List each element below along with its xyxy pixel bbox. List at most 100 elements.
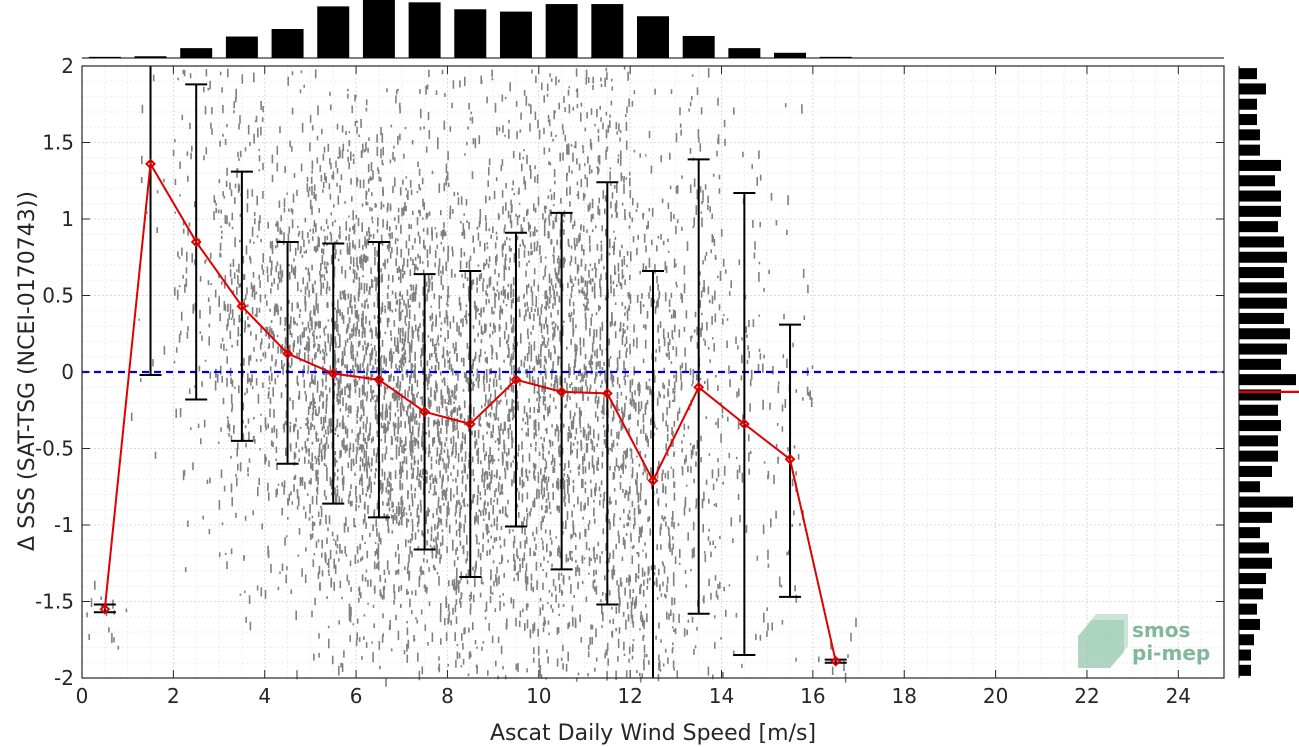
x-histogram-bar bbox=[545, 4, 578, 58]
y-axis-label: Δ SSS (SAT-TSG (NCEI-0170743)) bbox=[15, 191, 40, 551]
median-point bbox=[419, 406, 431, 418]
y-histogram-bar bbox=[1239, 374, 1296, 386]
y-histogram-bar bbox=[1239, 404, 1278, 416]
x-tick-label: 10 bbox=[526, 684, 551, 708]
x-histogram-bar bbox=[499, 11, 532, 59]
x-histogram-bar bbox=[774, 52, 807, 58]
y-tick-label: 1.5 bbox=[42, 131, 74, 155]
y-histogram-bar bbox=[1239, 68, 1257, 80]
median-point bbox=[784, 453, 796, 465]
x-tick-label: 0 bbox=[76, 684, 89, 708]
x-histogram-bar bbox=[728, 48, 761, 58]
median-point bbox=[556, 386, 568, 398]
y-histogram-bar bbox=[1239, 527, 1260, 539]
y-histogram-bar bbox=[1239, 618, 1260, 630]
x-histogram-bar bbox=[408, 2, 441, 59]
y-histogram-bar bbox=[1239, 649, 1251, 661]
y-histogram-bar bbox=[1239, 221, 1278, 233]
x-histogram-bar bbox=[362, 0, 395, 58]
median-point bbox=[99, 603, 111, 615]
x-tick-label: 2 bbox=[167, 684, 180, 708]
y-histogram-bar bbox=[1239, 98, 1257, 110]
y-histogram-bar bbox=[1239, 588, 1263, 600]
median-point bbox=[601, 388, 613, 399]
x-histogram-bar bbox=[225, 36, 258, 58]
x-tick-label: 18 bbox=[892, 684, 917, 708]
logo-line1: smos bbox=[1132, 618, 1190, 642]
y-tick-label: -2 bbox=[54, 666, 74, 690]
y-histogram-bar bbox=[1239, 573, 1266, 585]
scatter-points bbox=[86, 66, 857, 687]
x-tick-label: 12 bbox=[617, 684, 642, 708]
y-histogram-bar bbox=[1239, 435, 1278, 447]
y-histogram-bar bbox=[1239, 450, 1278, 462]
y-tick-label: 1 bbox=[61, 207, 74, 231]
median-point bbox=[510, 374, 522, 386]
median-series bbox=[99, 158, 842, 667]
x-histogram-bar bbox=[637, 16, 669, 59]
median-point bbox=[145, 158, 156, 170]
median-point bbox=[647, 475, 659, 487]
axis-ticks: 0 2 4 6 8 10 12 14 16 18 20 22 24-2-1.5-1-0.500.511.… bbox=[35, 54, 1224, 708]
y-histogram-bar bbox=[1239, 465, 1272, 477]
y-histogram-bar bbox=[1239, 267, 1284, 279]
y-histogram-bar bbox=[1239, 389, 1281, 401]
y-tick-label: 2 bbox=[61, 54, 74, 78]
median-point bbox=[830, 655, 842, 667]
y-histogram-bar bbox=[1239, 282, 1287, 294]
x-histogram-bar bbox=[317, 6, 350, 58]
y-tick-label: 0 bbox=[61, 360, 74, 384]
median-point bbox=[464, 418, 476, 430]
median-point bbox=[282, 348, 293, 360]
median-point bbox=[236, 300, 248, 312]
median-point bbox=[373, 374, 385, 386]
y-histogram-bar bbox=[1239, 603, 1257, 615]
y-histogram-bar bbox=[1239, 144, 1260, 156]
scatter-cloud bbox=[86, 66, 857, 687]
y-histogram-bar bbox=[1239, 159, 1281, 171]
y-tick-label: 0.5 bbox=[42, 284, 74, 308]
x-histogram-bar bbox=[591, 4, 624, 58]
smos-pimep-logo: smos pi-mep bbox=[1078, 614, 1210, 668]
y-histogram-bar bbox=[1239, 251, 1287, 263]
x-histogram-bar bbox=[271, 29, 304, 58]
y-histogram-bar bbox=[1239, 236, 1284, 248]
y-histogram bbox=[1238, 66, 1299, 678]
y-histogram-bar bbox=[1239, 511, 1272, 523]
x-tick-label: 8 bbox=[441, 684, 454, 708]
x-tick-label: 22 bbox=[1074, 684, 1099, 708]
x-tick-label: 24 bbox=[1166, 684, 1191, 708]
median-point bbox=[327, 368, 339, 379]
y-histogram-bar bbox=[1239, 190, 1281, 202]
x-tick-label: 16 bbox=[800, 684, 825, 708]
y-histogram-bar bbox=[1239, 114, 1257, 126]
y-histogram-bar bbox=[1239, 312, 1284, 324]
x-axis-label: Ascat Daily Wind Speed [m/s] bbox=[490, 721, 816, 746]
y-histogram-bar bbox=[1239, 297, 1287, 309]
median-point bbox=[190, 236, 202, 248]
y-histogram-bar bbox=[1239, 664, 1251, 676]
y-histogram-bar bbox=[1239, 328, 1290, 340]
y-histogram-bar bbox=[1239, 83, 1266, 95]
x-histogram-bar bbox=[134, 56, 167, 58]
x-histogram-bar bbox=[454, 9, 487, 59]
y-histogram-bar bbox=[1239, 496, 1293, 508]
y-histogram-bar bbox=[1239, 557, 1272, 569]
x-tick-label: 20 bbox=[983, 684, 1008, 708]
x-histogram-bar bbox=[88, 56, 121, 59]
y-tick-label: -1 bbox=[54, 513, 74, 537]
y-histogram-bar bbox=[1239, 420, 1281, 432]
y-histogram-bar bbox=[1239, 634, 1254, 646]
y-histogram-bar bbox=[1239, 205, 1281, 217]
logo-line2: pi-mep bbox=[1132, 641, 1210, 665]
y-tick-label: -1.5 bbox=[35, 590, 74, 614]
x-histogram-bar bbox=[682, 35, 715, 58]
x-tick-label: 4 bbox=[258, 684, 271, 708]
median-line bbox=[103, 160, 837, 662]
x-histogram bbox=[82, 0, 1224, 59]
y-histogram-bar bbox=[1239, 129, 1260, 141]
x-tick-label: 6 bbox=[350, 684, 363, 708]
x-tick-label: 14 bbox=[709, 684, 734, 708]
y-histogram-bar bbox=[1239, 175, 1275, 187]
